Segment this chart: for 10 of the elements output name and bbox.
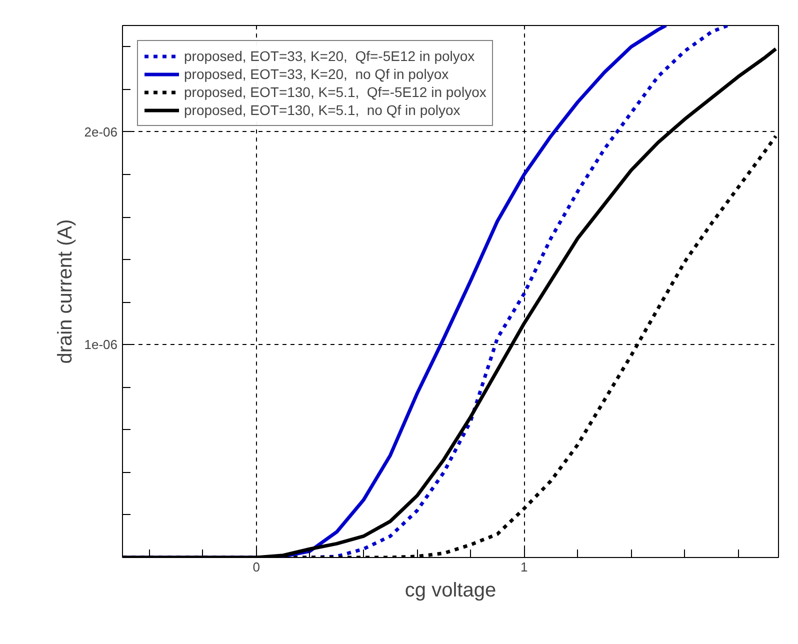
y-axis-title: drain current (A) [54, 219, 76, 364]
y-tick-label: 1e-06 [84, 337, 118, 352]
legend-label: proposed, EOT=33, K=20, no Qf in polyox [184, 65, 449, 83]
legend-label: proposed, EOT=130, K=5.1, no Qf in polyox [184, 101, 460, 119]
y-tick-label: 2e-06 [84, 124, 118, 140]
x-tick-label: 1 [520, 560, 528, 574]
legend-label: proposed, EOT=33, K=20, Qf=-5E12 in polyox [184, 47, 475, 65]
x-tick-label: 0 [252, 560, 260, 574]
x-axis-title: cg voltage [404, 580, 496, 602]
legend-label: proposed, EOT=130, K=5.1, Qf=-5E12 in polyox [184, 83, 486, 101]
